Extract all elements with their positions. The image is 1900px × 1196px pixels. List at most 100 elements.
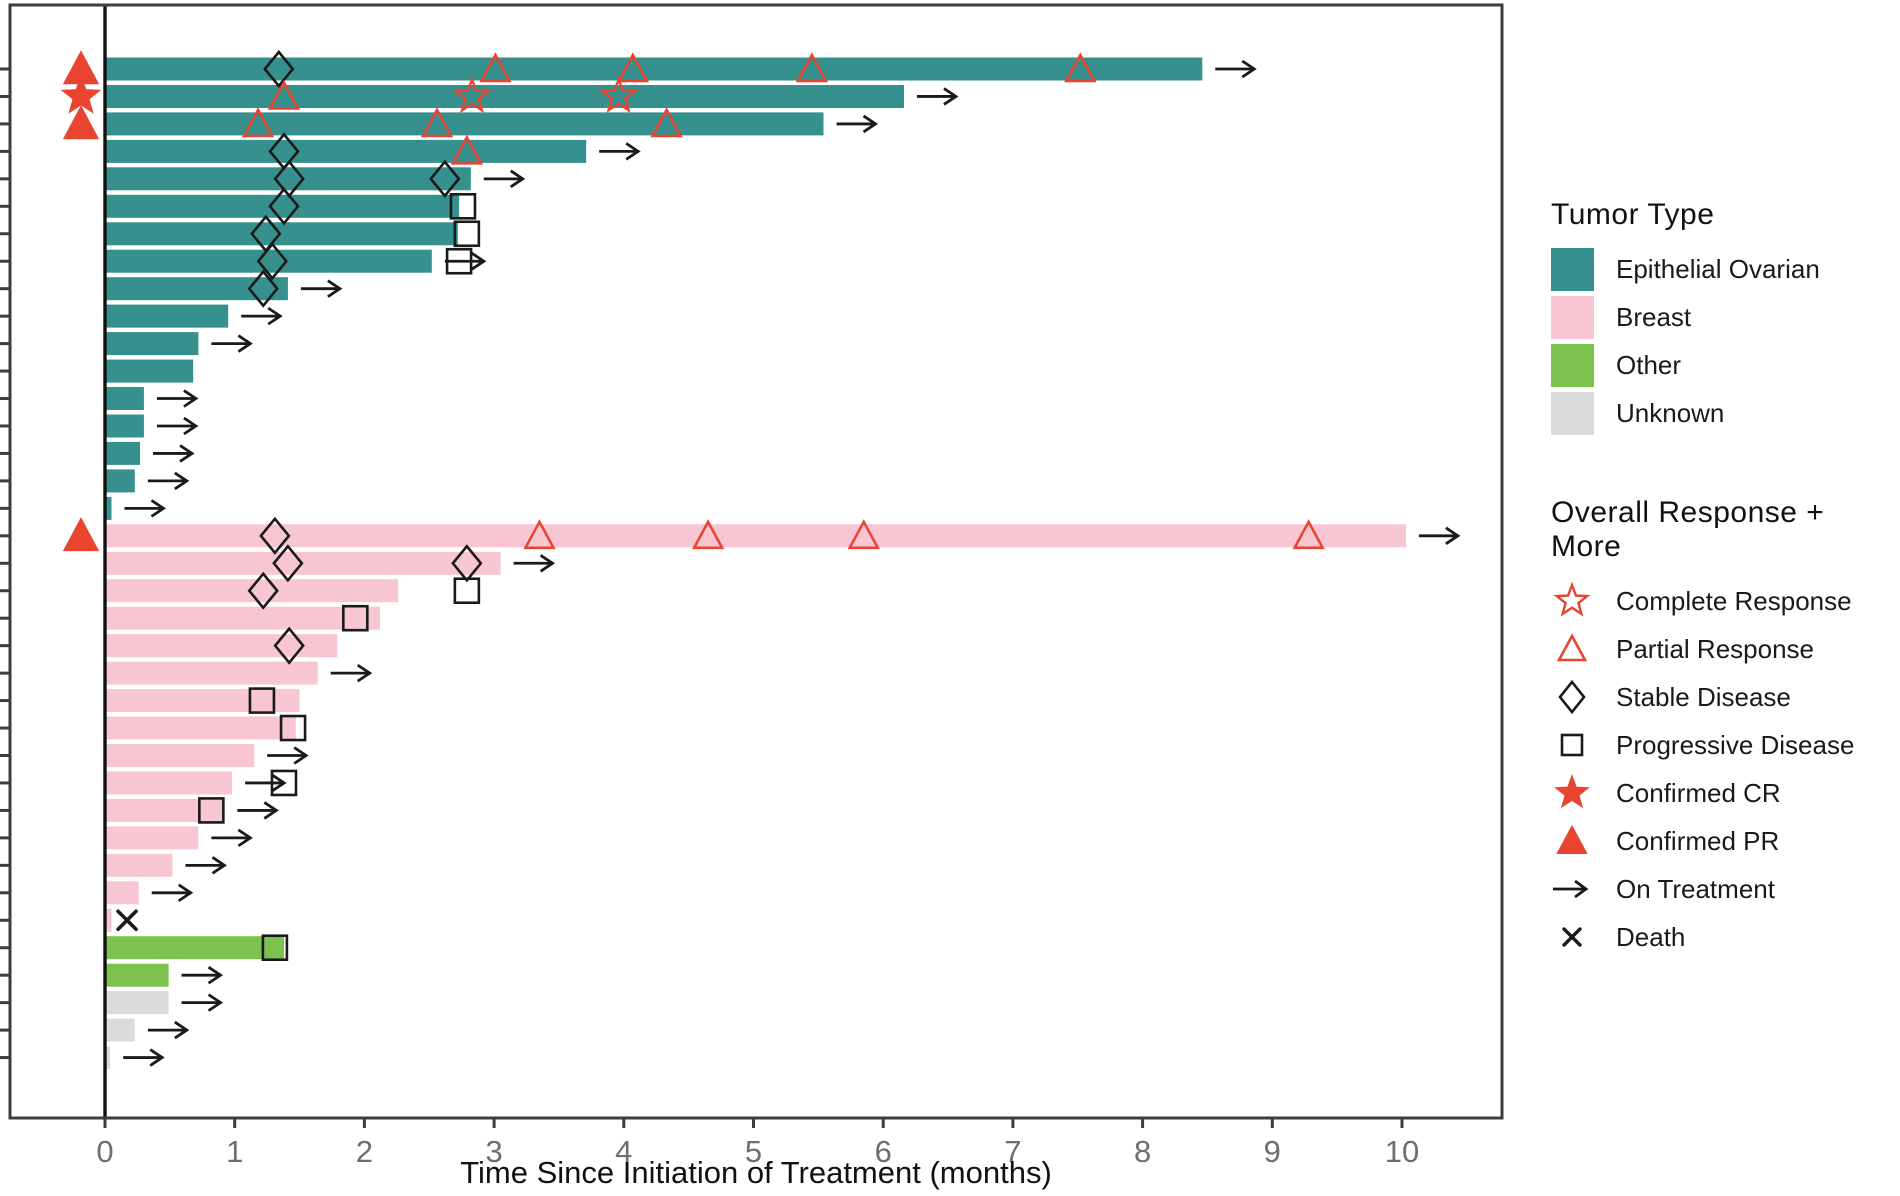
swimmer-bar: [106, 194, 460, 218]
legend-item-label: Progressive Disease: [1616, 729, 1855, 760]
stable-disease-marker: [451, 544, 483, 583]
on-treatment-arrow: [625, 142, 641, 161]
stable-disease-marker: [429, 159, 461, 198]
on-treatment-arrow: [267, 306, 283, 326]
partial-response-marker: [241, 107, 275, 138]
plot-border: [8, 3, 1504, 1120]
on-treatment-arrow: [149, 1048, 165, 1067]
swimmer-bar: [106, 689, 300, 713]
swimmer-bar: [106, 1018, 135, 1042]
legend-response-item: Stable Disease: [1551, 673, 1900, 721]
progressive-disease-marker: [453, 577, 481, 605]
x-axis-tick-label: 7: [1004, 1134, 1021, 1169]
tumor-color-swatch: [1551, 391, 1594, 435]
square-open-icon: [1560, 733, 1584, 757]
x-axis-tick-label: 3: [485, 1134, 502, 1169]
legend-response-item: Confirmed PR: [1551, 817, 1900, 865]
partial-response-marker: [479, 52, 512, 83]
star-filled-icon: [1554, 774, 1590, 809]
swimmer-bar: [106, 579, 399, 603]
partial-response-marker: [1064, 52, 1097, 83]
swimmer-bar: [106, 85, 904, 108]
x-axis-title: Time Since Initiation of Treatment (mont…: [460, 1155, 1052, 1190]
tumor-color-swatch: [1551, 343, 1594, 387]
swimmer-bar: [106, 991, 169, 1015]
swimmer-bar: [106, 277, 288, 301]
on-treatment-arrow: [211, 856, 227, 875]
on-treatment-arrow: [356, 663, 373, 683]
swimmer-bar: [106, 716, 296, 740]
complete-response-marker: [452, 76, 492, 113]
stable-disease-marker: [273, 626, 305, 665]
on-treatment-arrow: [183, 416, 199, 436]
legend-tumor-item: Breast: [1551, 293, 1820, 341]
legend-response-item: Death: [1551, 913, 1900, 961]
progressive-disease-marker: [248, 687, 276, 714]
partial-response-marker: [795, 52, 829, 83]
legend-item-label: Unknown: [1616, 397, 1725, 428]
legend-symbol-cell: [1551, 721, 1594, 769]
swimmer-bar: [106, 661, 318, 685]
progressive-disease-marker: [449, 193, 477, 220]
legend-response-items: Complete Response Partial Response Stable …: [1551, 577, 1900, 961]
legend-item-label: Breast: [1616, 301, 1692, 332]
swimmer-bar: [106, 249, 432, 273]
swimmer-bar: [106, 441, 140, 465]
x-axis-tick-label: 1: [226, 1134, 243, 1169]
legend-symbol-cell: [1551, 769, 1594, 817]
on-treatment-arrow: [174, 1020, 190, 1040]
swimmer-bar: [106, 359, 194, 383]
legend-item-label: Partial Response: [1616, 633, 1814, 664]
progressive-disease-marker: [261, 934, 289, 962]
on-treatment-arrow: [174, 471, 190, 491]
confirmed-pr-marker: [62, 105, 100, 140]
swimmer-bar: [106, 798, 225, 822]
confirmed-pr-marker: [62, 517, 100, 552]
on-treatment-arrow: [509, 169, 526, 189]
legend-item-label: Other: [1616, 349, 1682, 380]
legend-tumor-items: Epithelial Ovarian Breast Other Unknown: [1551, 245, 1820, 437]
on-treatment-arrow: [293, 746, 309, 765]
legend-tumor-item: Unknown: [1551, 389, 1820, 437]
tumor-color-swatch: [1551, 295, 1594, 339]
legend-item-label: Stable Disease: [1616, 681, 1791, 712]
swimmer-bar: [106, 496, 112, 520]
on-treatment-arrow: [177, 883, 194, 902]
legend-tumor-title: Tumor Type: [1551, 198, 1715, 231]
legend-response-item: Complete Response: [1551, 577, 1900, 625]
progressive-disease-marker: [198, 797, 225, 824]
legend-symbol-cell: [1551, 577, 1594, 625]
stable-disease-marker: [247, 269, 279, 308]
diamond-open-icon: [1558, 679, 1586, 715]
x-axis-tick-label: 2: [356, 1134, 373, 1169]
x-axis-tick-label: 5: [745, 1134, 762, 1169]
triangle-filled-icon: [1556, 824, 1588, 854]
swimmer-bar: [106, 57, 1203, 81]
on-treatment-arrow: [1445, 526, 1461, 545]
partial-response-marker: [691, 519, 725, 550]
legend-tumor-item: Other: [1551, 341, 1820, 389]
x-axis-tick-label: 0: [96, 1134, 113, 1169]
swimmer-bar: [106, 881, 139, 905]
legend-item-label: Epithelial Ovarian: [1616, 253, 1820, 284]
partial-response-marker: [650, 107, 683, 138]
legend-response-item: Confirmed CR: [1551, 769, 1900, 817]
swimmer-bar: [106, 139, 587, 163]
partial-response-marker: [1292, 519, 1325, 550]
swimmer-bar: [106, 908, 112, 932]
swimmer-bar: [106, 332, 199, 356]
on-treatment-arrow: [207, 966, 224, 985]
legend-symbol-cell: [1551, 625, 1594, 673]
legend-tumor-type: Tumor Type Epithelial Ovarian Breast Other…: [1551, 198, 1820, 437]
legend-symbol-cell: [1551, 865, 1594, 913]
partial-response-marker: [523, 519, 556, 550]
on-treatment-arrow: [1241, 59, 1257, 79]
legend-response-title: Overall Response + More: [1551, 496, 1825, 563]
swimmer-bar: [106, 936, 284, 960]
stable-disease-marker: [272, 544, 304, 583]
legend-overall-response: Overall Response + More Complete Respons…: [1551, 496, 1900, 961]
progressive-disease-marker: [342, 604, 369, 632]
swimmer-bar: [106, 963, 169, 987]
